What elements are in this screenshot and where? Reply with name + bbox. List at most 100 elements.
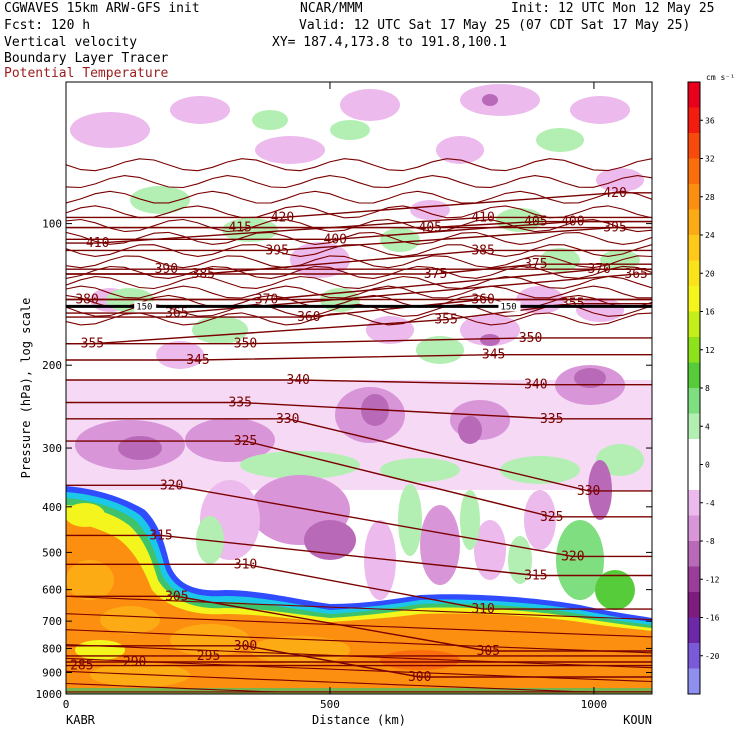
colorbar-unit: cm s⁻¹ (706, 73, 735, 82)
theta-contour (66, 401, 652, 420)
theta-label: 385 (471, 243, 494, 258)
theta-contour (66, 285, 652, 299)
theta-contour (66, 312, 652, 326)
x-tick-label: 500 (320, 698, 340, 711)
potential-temperature-contours (66, 158, 652, 693)
theta-contour (66, 175, 652, 189)
plot-frame (65, 81, 653, 695)
theta-label: 360 (471, 293, 494, 308)
theta-contour (66, 337, 652, 345)
field-potential-temperature: Potential Temperature (4, 66, 169, 81)
theta-label: 400 (561, 215, 584, 230)
colorbar-swatch (688, 362, 700, 389)
theta-contour (66, 670, 652, 693)
theta-contour (66, 205, 652, 219)
theta-label: 290 (123, 655, 146, 670)
valid-time: Valid: 12 UTC Sat 17 May 25 (07 CDT Sat … (299, 18, 691, 33)
y-tick-label: 900 (42, 666, 62, 679)
colorbar-tick-label: 16 (705, 308, 715, 317)
theta-label: 400 (324, 232, 347, 247)
theta-label: 355 (434, 313, 457, 328)
colorbar-swatch (688, 235, 700, 261)
y-tick-label: 600 (42, 584, 62, 597)
colorbar-tick-label: 8 (705, 384, 710, 393)
bold-line-label-bg (134, 301, 157, 312)
theta-contour (66, 629, 652, 654)
colorbar-tick-label: -12 (705, 575, 720, 584)
mid-troposphere-columns (196, 460, 635, 610)
theta-contour (66, 657, 652, 683)
field-layers (66, 84, 652, 694)
theta-label: 355 (561, 297, 584, 312)
organization: NCAR/MMM (300, 1, 363, 16)
theta-contour (66, 294, 652, 308)
colorbar-swatch (688, 337, 700, 363)
y-tick-label: 500 (42, 546, 62, 559)
y-tick-label: 200 (42, 359, 62, 372)
colorbar-tick-label: 4 (705, 422, 710, 431)
theta-label: 415 (228, 221, 251, 236)
theta-label: 375 (524, 257, 547, 272)
colorbar-tick-label: 32 (705, 155, 715, 164)
y-tick-label: 300 (42, 442, 62, 455)
theta-label: 315 (149, 528, 172, 543)
theta-label: 310 (234, 557, 257, 572)
bold-line-label-right: 150 (500, 302, 516, 312)
theta-label: 395 (603, 221, 626, 236)
y-tick-label: 1000 (36, 688, 63, 701)
theta-label: 365 (165, 306, 188, 321)
theta-contour (66, 418, 652, 492)
theta-contour (66, 303, 652, 345)
model-title: CGWAVES 15km ARW-GFS init (4, 1, 200, 16)
colorbar-swatch (688, 209, 700, 236)
colorbar-swatch (688, 158, 700, 185)
theta-contour (66, 249, 652, 275)
colorbar-swatch (688, 566, 700, 593)
theta-label: 300 (234, 639, 257, 654)
theta-contour (66, 379, 652, 386)
theta-contour (66, 534, 652, 577)
colorbar-swatch (688, 617, 700, 644)
theta-contour (66, 255, 652, 269)
field-boundary-layer-tracer: Boundary Layer Tracer (4, 51, 169, 66)
colorbar-swatch (688, 592, 700, 618)
theta-contour (66, 354, 652, 361)
bold-line-label-bg (498, 301, 521, 312)
theta-label: 300 (408, 670, 431, 685)
theta-label: 390 (155, 262, 178, 277)
x-axis-label: Distance (km) (312, 713, 406, 727)
colorbar-swatch (688, 668, 700, 695)
bold-line-label-left: 150 (136, 302, 152, 312)
theta-contour (66, 275, 652, 290)
colorbar-tick-label: -16 (705, 614, 720, 623)
init-time: Init: 12 UTC Mon 12 May 25 (511, 1, 715, 16)
colorbar-tick-label: 24 (705, 231, 715, 240)
theta-label: 325 (234, 434, 257, 449)
theta-contour (66, 595, 652, 652)
theta-label: 345 (482, 348, 505, 363)
theta-label: 350 (234, 337, 257, 352)
colorbar-swatch (688, 643, 700, 669)
colorbar-swatch (688, 184, 700, 210)
theta-contour (66, 158, 652, 172)
colorbar-swatch (688, 107, 700, 134)
y-tick-label: 100 (42, 218, 62, 231)
y-tick-label: 800 (42, 642, 62, 655)
jet-level-band (66, 365, 652, 490)
theta-label: 395 (265, 243, 288, 258)
theta-label: 405 (524, 215, 547, 230)
theta-label: 285 (70, 659, 93, 674)
x-tick-label: 1000 (581, 698, 608, 711)
theta-label: 370 (255, 293, 278, 308)
theta-label: 320 (160, 478, 183, 493)
colorbar-tick-label: 28 (705, 193, 715, 202)
theta-contour (66, 643, 652, 669)
theta-label: 330 (577, 484, 600, 499)
colorbar-tick-label: 12 (705, 346, 715, 355)
colorbar-swatch (688, 464, 700, 491)
theta-label: 305 (165, 589, 188, 604)
theta-contour (66, 273, 652, 314)
theta-label: 340 (524, 378, 547, 393)
theta-label: 315 (524, 569, 547, 584)
